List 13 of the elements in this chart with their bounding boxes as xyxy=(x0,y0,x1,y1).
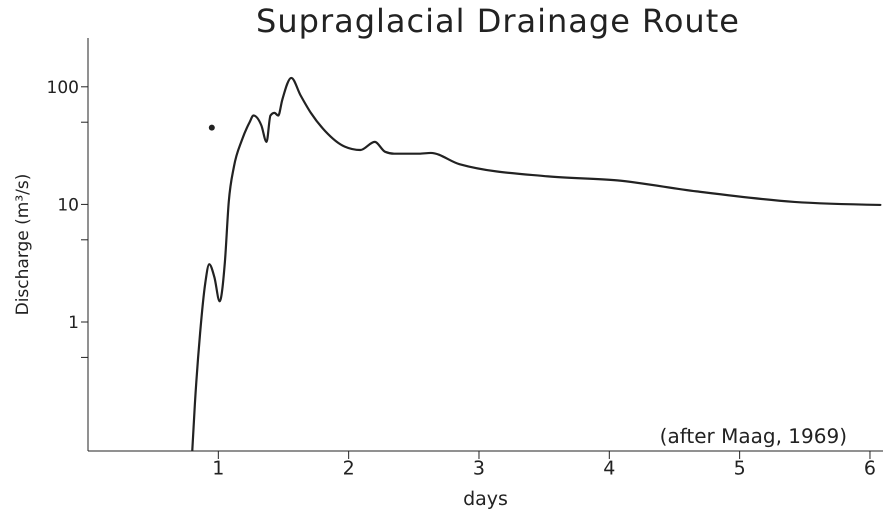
annotation: (after Maag, 1969) xyxy=(660,424,847,448)
x-tick-label: 4 xyxy=(603,457,616,480)
x-tick-label: 1 xyxy=(212,457,224,480)
y-tick-label: 100 xyxy=(46,78,79,98)
x-tick-label: 5 xyxy=(734,457,746,480)
y-axis-title: Discharge (m³/s) xyxy=(13,174,34,316)
x-tick-label: 2 xyxy=(342,457,355,480)
y-tick-label: 1 xyxy=(68,313,79,334)
x-tick-label: 3 xyxy=(472,457,486,480)
y-tick-label: 10 xyxy=(57,195,79,216)
chart-title: Supraglacial Drainage Route xyxy=(255,2,741,40)
x-tick-label: 6 xyxy=(864,457,876,480)
x-axis-title: days xyxy=(463,488,508,510)
